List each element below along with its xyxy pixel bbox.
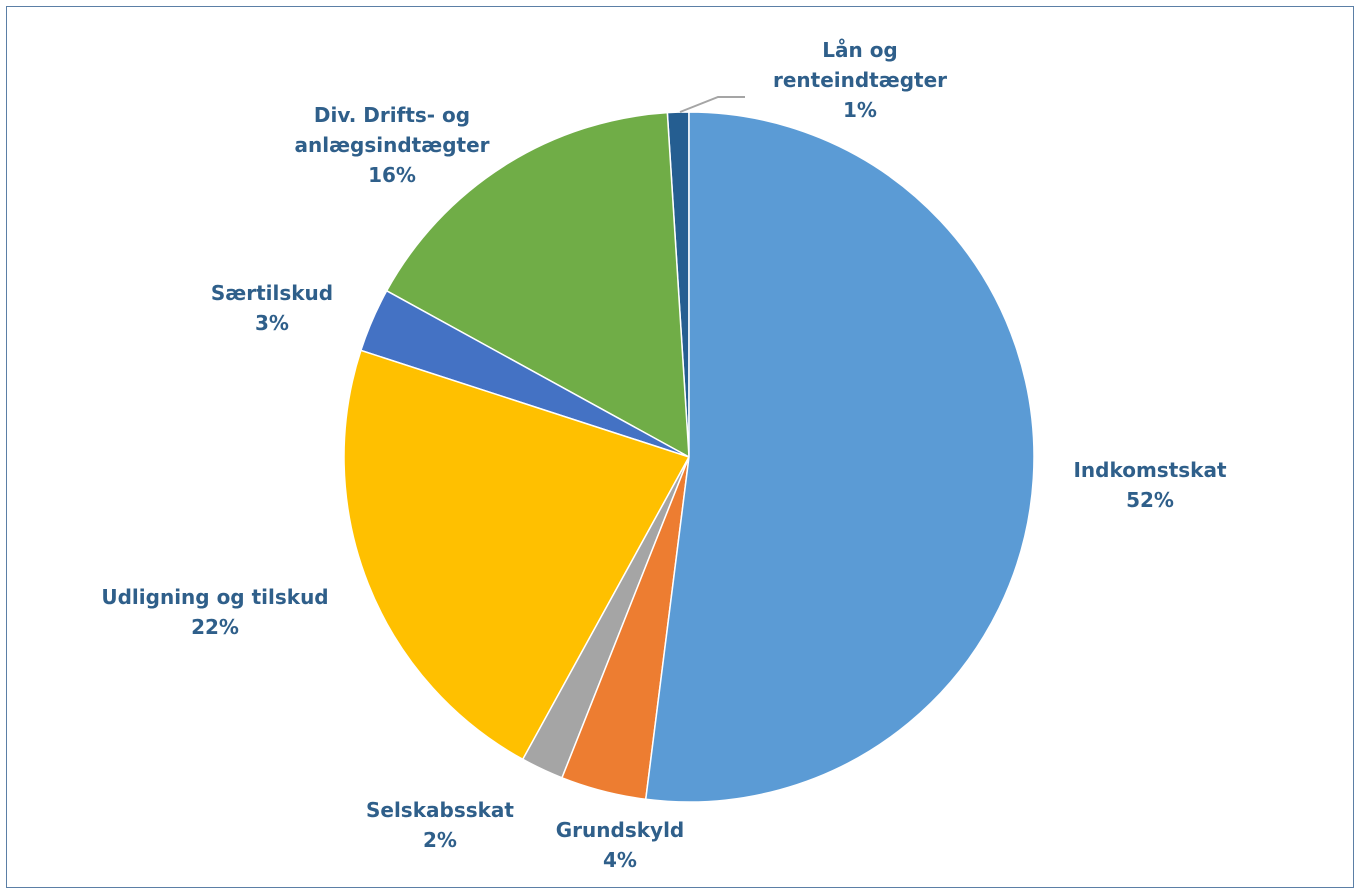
slice-label: Indkomstskat 52% bbox=[1000, 455, 1300, 515]
category-label: Lån og renteindtægter bbox=[772, 38, 948, 92]
value-label: 3% bbox=[255, 311, 289, 335]
value-label: 22% bbox=[191, 615, 239, 639]
chart-frame bbox=[6, 6, 1354, 888]
value-label: 1% bbox=[843, 98, 877, 122]
category-label: Grundskyld bbox=[555, 818, 685, 842]
slice-label: Div. Drifts- og anlægsindtægter 16% bbox=[292, 100, 492, 190]
pie-slice bbox=[343, 349, 691, 761]
slice-label: Lån og renteindtægter 1% bbox=[770, 35, 950, 125]
leader-line bbox=[679, 96, 745, 113]
value-label: 2% bbox=[423, 828, 457, 852]
value-label: 16% bbox=[368, 163, 416, 187]
category-label: Div. Drifts- og anlægsindtægter bbox=[294, 103, 490, 157]
category-label: Indkomstskat bbox=[1073, 458, 1227, 482]
slice-label: Selskabsskat 2% bbox=[290, 795, 590, 855]
category-label: Udligning og tilskud bbox=[101, 585, 329, 609]
category-label: Særtilskud bbox=[210, 281, 334, 305]
slice-label: Udligning og tilskud 22% bbox=[55, 582, 375, 642]
slice-label: Grundskyld 4% bbox=[470, 815, 770, 875]
slice-label: Særtilskud 3% bbox=[122, 278, 422, 338]
value-label: 52% bbox=[1126, 488, 1174, 512]
value-label: 4% bbox=[603, 848, 637, 872]
pie-slice bbox=[385, 111, 690, 459]
pie-slice bbox=[644, 111, 1035, 803]
category-label: Selskabsskat bbox=[365, 798, 514, 822]
